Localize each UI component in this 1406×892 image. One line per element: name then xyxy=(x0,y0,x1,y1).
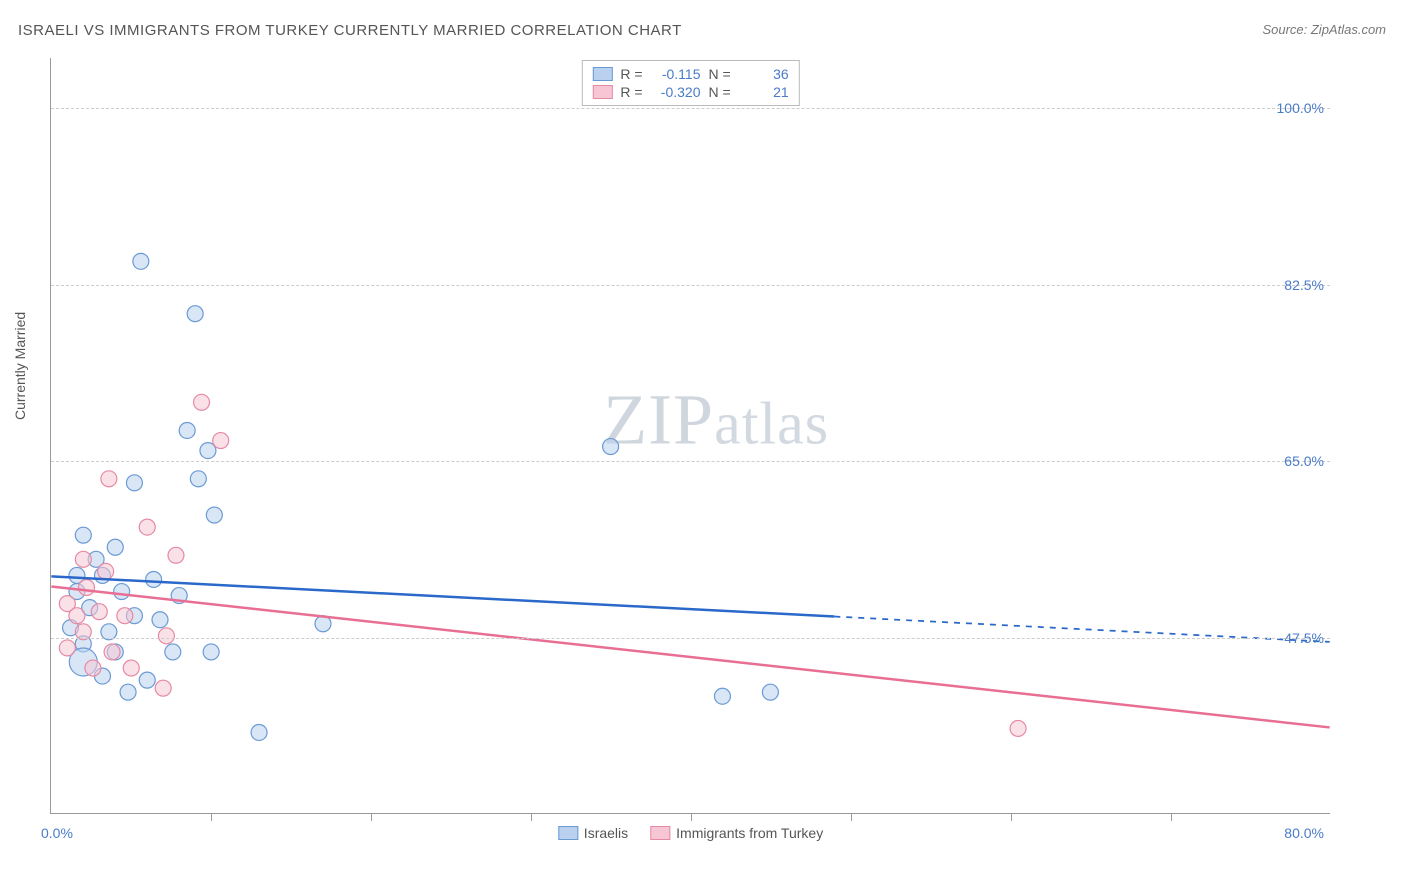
data-point xyxy=(85,660,101,676)
data-point xyxy=(213,433,229,449)
data-point xyxy=(194,394,210,410)
legend-series-label: Israelis xyxy=(584,825,628,841)
data-point xyxy=(762,684,778,700)
plot-area: ZIPatlas R =-0.115N =36R =-0.320N =21 Is… xyxy=(50,58,1330,814)
data-point xyxy=(714,688,730,704)
legend-r-value: -0.115 xyxy=(651,66,701,82)
legend-series-label: Immigrants from Turkey xyxy=(676,825,823,841)
legend-n-label: N = xyxy=(709,66,731,82)
regression-line xyxy=(51,576,834,616)
data-point xyxy=(117,608,133,624)
gridline xyxy=(51,638,1330,639)
data-point xyxy=(251,724,267,740)
data-point xyxy=(603,439,619,455)
data-point xyxy=(75,527,91,543)
x-tick xyxy=(371,813,372,821)
data-point xyxy=(155,680,171,696)
x-tick xyxy=(851,813,852,821)
x-tick xyxy=(211,813,212,821)
y-tick-label: 82.5% xyxy=(1284,277,1324,293)
data-point xyxy=(69,608,85,624)
data-point xyxy=(101,471,117,487)
chart-svg xyxy=(51,58,1330,813)
data-point xyxy=(79,580,95,596)
source-attribution: Source: ZipAtlas.com xyxy=(1262,22,1386,37)
data-point xyxy=(168,547,184,563)
data-point xyxy=(139,519,155,535)
legend-swatch xyxy=(592,85,612,99)
data-point xyxy=(75,551,91,567)
legend-n-value: 36 xyxy=(739,66,789,82)
data-point xyxy=(190,471,206,487)
data-point xyxy=(139,672,155,688)
legend-swatch xyxy=(650,826,670,840)
legend-r-label: R = xyxy=(620,84,642,100)
data-point xyxy=(91,604,107,620)
legend-swatch xyxy=(592,67,612,81)
legend-correlation: R = -0.115 N = 36 R = -0.320 N = 21 xyxy=(581,60,799,106)
y-tick-label: 65.0% xyxy=(1284,453,1324,469)
regression-line xyxy=(51,587,1329,728)
data-point xyxy=(126,475,142,491)
y-axis-title: Currently Married xyxy=(12,312,28,420)
data-point xyxy=(165,644,181,660)
data-point xyxy=(107,539,123,555)
legend-series-item: Immigrants from Turkey xyxy=(650,825,823,841)
legend-correlation-row: R = -0.115 N = 36 xyxy=(592,65,788,83)
data-point xyxy=(146,571,162,587)
legend-swatch xyxy=(558,826,578,840)
y-tick-label: 100.0% xyxy=(1277,100,1324,116)
data-point xyxy=(187,306,203,322)
gridline xyxy=(51,108,1330,109)
data-point xyxy=(179,422,195,438)
data-point xyxy=(114,584,130,600)
legend-r-label: R = xyxy=(620,66,642,82)
legend-n-value: 21 xyxy=(739,84,789,100)
data-point xyxy=(59,640,75,656)
gridline xyxy=(51,461,1330,462)
x-axis-end-label: 80.0% xyxy=(1284,825,1324,841)
data-point xyxy=(120,684,136,700)
y-tick-label: 47.5% xyxy=(1284,630,1324,646)
gridline xyxy=(51,285,1330,286)
data-point xyxy=(203,644,219,660)
data-point xyxy=(104,644,120,660)
data-point xyxy=(123,660,139,676)
x-axis-start-label: 0.0% xyxy=(41,825,73,841)
data-point xyxy=(152,612,168,628)
legend-n-label: N = xyxy=(709,84,731,100)
legend-series-item: Israelis xyxy=(558,825,628,841)
x-tick xyxy=(1171,813,1172,821)
legend-r-value: -0.320 xyxy=(651,84,701,100)
x-tick xyxy=(1011,813,1012,821)
data-point xyxy=(1010,720,1026,736)
data-point xyxy=(158,628,174,644)
chart-title: ISRAELI VS IMMIGRANTS FROM TURKEY CURREN… xyxy=(18,22,682,39)
x-tick xyxy=(691,813,692,821)
data-point xyxy=(206,507,222,523)
data-point xyxy=(98,563,114,579)
x-tick xyxy=(531,813,532,821)
data-point xyxy=(133,253,149,269)
legend-correlation-row: R = -0.320 N = 21 xyxy=(592,83,788,101)
legend-series: Israelis Immigrants from Turkey xyxy=(558,825,823,841)
